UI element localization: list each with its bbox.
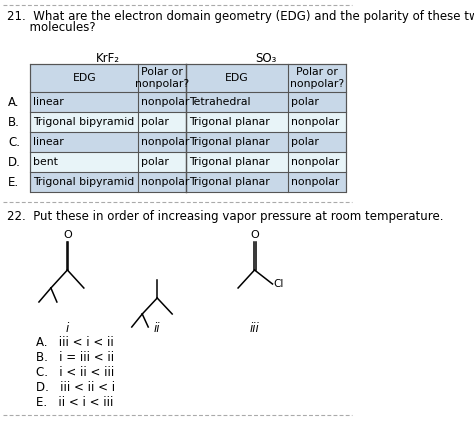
- Text: D.: D.: [8, 156, 21, 169]
- Text: polar: polar: [291, 97, 319, 107]
- Text: Polar or
nonpolar?: Polar or nonpolar?: [135, 67, 189, 89]
- Text: SO₃: SO₃: [255, 52, 276, 65]
- Text: Trigonal bipyramid: Trigonal bipyramid: [33, 117, 134, 127]
- Bar: [30, 132, 346, 152]
- Text: B.: B.: [8, 116, 20, 129]
- Text: Trigonal planar: Trigonal planar: [189, 137, 269, 147]
- Text: polar: polar: [291, 137, 319, 147]
- Text: O: O: [63, 230, 72, 240]
- Text: EDG: EDG: [73, 73, 96, 83]
- Text: ii: ii: [154, 322, 161, 335]
- Text: nonpolar: nonpolar: [142, 177, 190, 187]
- Text: Trigonal planar: Trigonal planar: [189, 117, 269, 127]
- Text: 21.  What are the electron domain geometry (EDG) and the polarity of these two: 21. What are the electron domain geometr…: [8, 10, 474, 23]
- Text: bent: bent: [33, 157, 58, 167]
- Text: Trigonal bipyramid: Trigonal bipyramid: [33, 177, 134, 187]
- Text: C.: C.: [8, 135, 20, 148]
- Bar: [30, 172, 346, 192]
- Text: polar: polar: [142, 157, 169, 167]
- Bar: [30, 64, 346, 92]
- Bar: [30, 152, 346, 172]
- Text: nonpolar: nonpolar: [142, 137, 190, 147]
- Text: E.   ii < i < iii: E. ii < i < iii: [36, 396, 113, 409]
- Text: Polar or
nonpolar?: Polar or nonpolar?: [290, 67, 344, 89]
- Text: linear: linear: [33, 97, 64, 107]
- Text: nonpolar: nonpolar: [142, 97, 190, 107]
- Bar: [30, 64, 346, 192]
- Text: nonpolar: nonpolar: [291, 117, 339, 127]
- Text: D.   iii < ii < i: D. iii < ii < i: [36, 381, 115, 394]
- Text: iii: iii: [250, 322, 259, 335]
- Text: molecules?: molecules?: [8, 21, 96, 34]
- Text: E.: E.: [8, 175, 19, 188]
- Text: A.: A.: [8, 95, 20, 108]
- Bar: [30, 92, 346, 112]
- Text: Cl: Cl: [273, 279, 283, 289]
- Text: Tetrahedral: Tetrahedral: [189, 97, 250, 107]
- Text: linear: linear: [33, 137, 64, 147]
- Text: B.   i = iii < ii: B. i = iii < ii: [36, 351, 114, 364]
- Text: EDG: EDG: [225, 73, 249, 83]
- Text: Trigonal planar: Trigonal planar: [189, 157, 269, 167]
- Text: KrF₂: KrF₂: [96, 52, 120, 65]
- Text: nonpolar: nonpolar: [291, 157, 339, 167]
- Text: 22.  Put these in order of increasing vapor pressure at room temperature.: 22. Put these in order of increasing vap…: [8, 210, 444, 223]
- Text: C.   i < ii < iii: C. i < ii < iii: [36, 366, 114, 379]
- Text: nonpolar: nonpolar: [291, 177, 339, 187]
- Bar: [30, 112, 346, 132]
- Text: polar: polar: [142, 117, 169, 127]
- Text: i: i: [66, 322, 69, 335]
- Text: Trigonal planar: Trigonal planar: [189, 177, 269, 187]
- Text: A.   iii < i < ii: A. iii < i < ii: [36, 336, 114, 349]
- Text: O: O: [250, 230, 259, 240]
